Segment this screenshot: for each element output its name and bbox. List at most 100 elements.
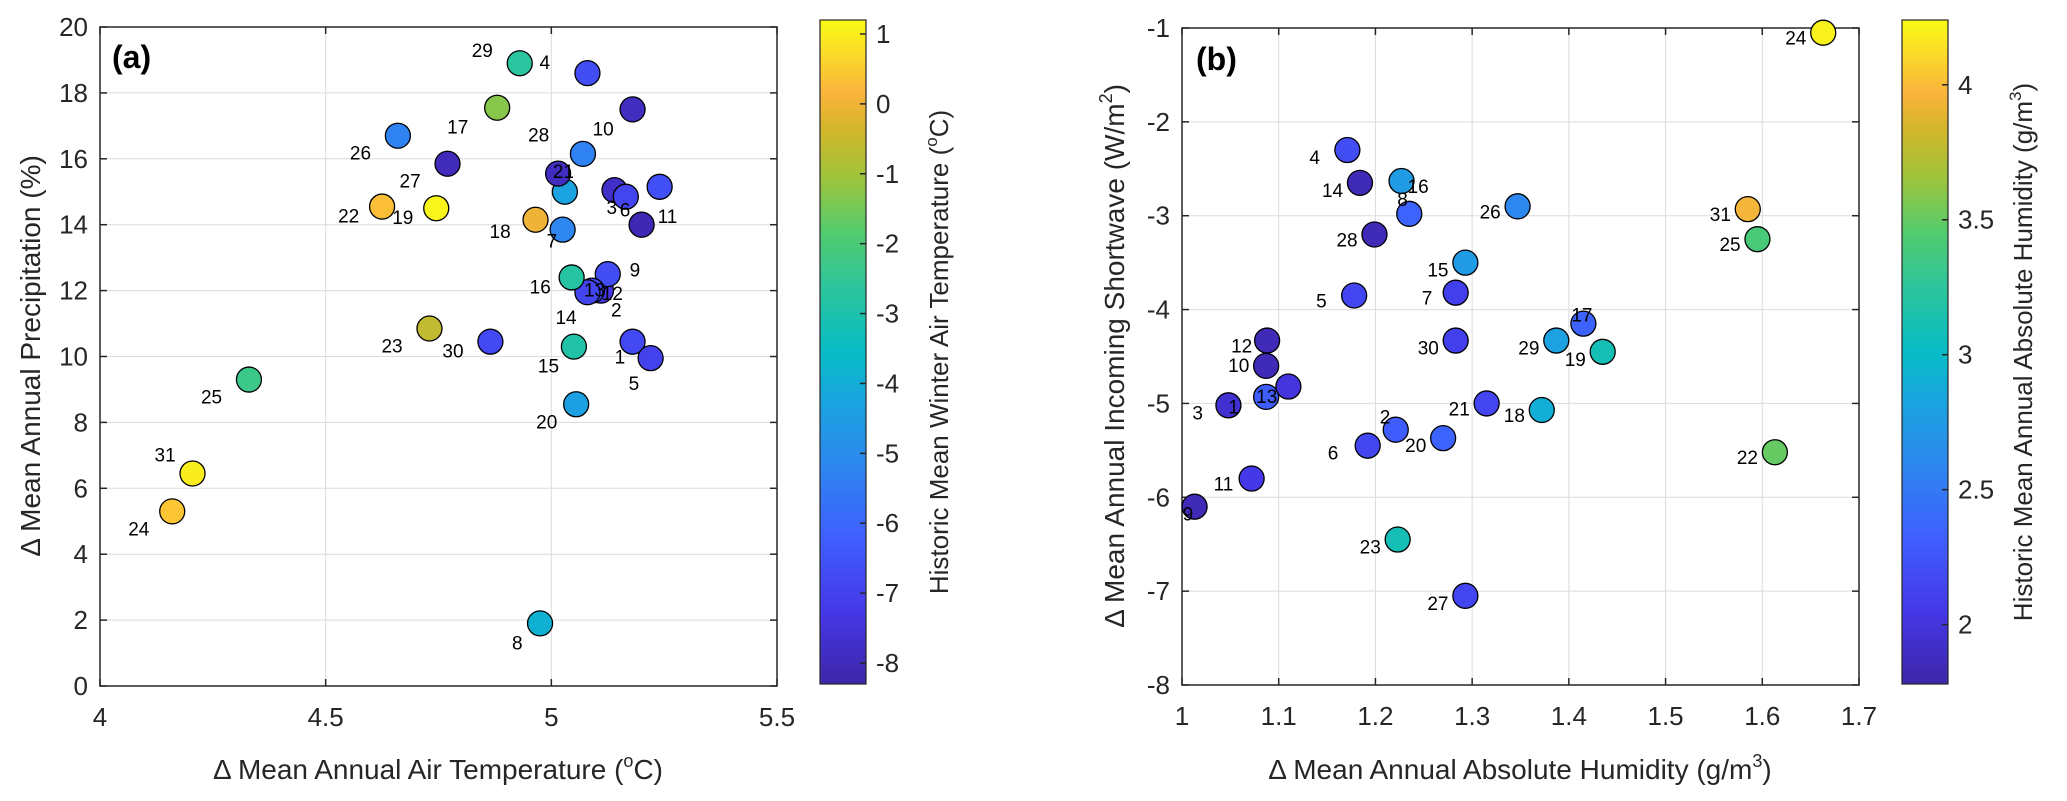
y-tick-label: 2 <box>74 605 88 635</box>
data-point <box>569 140 597 168</box>
data-point <box>1761 439 1789 466</box>
data-point <box>637 344 664 372</box>
data-point <box>1354 432 1381 459</box>
panel-b-y-tick-labels: -8 -7 -6 -5 -4 -3 -2 -1 <box>1147 13 1170 700</box>
y-tick-label: -6 <box>1147 482 1170 512</box>
point-label: 3 <box>1192 403 1203 424</box>
data-point <box>1361 221 1388 248</box>
y-tick-label: -2 <box>1147 107 1170 137</box>
point-label: 17 <box>447 118 468 139</box>
data-point <box>1543 327 1570 354</box>
point-label: 27 <box>400 172 421 193</box>
point-label: 18 <box>490 222 511 243</box>
point-label: 20 <box>1405 436 1426 457</box>
point-label: 1 <box>615 348 626 369</box>
data-point <box>1442 279 1469 306</box>
point-label: 15 <box>538 357 559 378</box>
data-point <box>594 260 621 288</box>
data-point <box>1252 383 1280 411</box>
data-point <box>646 173 673 200</box>
panel-a-y-tick-labels: 0 2 4 6 8 10 12 14 16 18 20 <box>59 12 88 701</box>
y-tick-label: 18 <box>59 78 88 108</box>
point-label: 6 <box>1328 444 1339 465</box>
panel-b-points <box>1181 19 1837 609</box>
data-point <box>1334 136 1361 164</box>
panel-a-colorbar <box>819 19 867 685</box>
point-label: 11 <box>658 207 678 228</box>
panel-a-point-labels: 1234567891011121314151617181920212223242… <box>128 41 677 654</box>
data-point <box>1452 249 1479 276</box>
point-label: 6 <box>620 201 631 222</box>
panel-b-ticks <box>1181 27 1860 686</box>
point-label: 28 <box>1336 230 1357 251</box>
data-point <box>1253 327 1281 354</box>
data-point <box>368 193 396 220</box>
data-point <box>1589 338 1616 365</box>
colorbar-tick-label: 3.5 <box>1958 205 1994 235</box>
data-point <box>1504 193 1531 220</box>
point-label: 8 <box>1397 190 1408 211</box>
x-tick-label: 4.5 <box>308 702 344 732</box>
data-point <box>549 216 576 243</box>
point-label: 31 <box>155 445 176 466</box>
point-label: 7 <box>1422 289 1433 310</box>
data-point <box>484 94 511 121</box>
data-point <box>619 328 646 355</box>
data-point <box>1442 327 1469 354</box>
point-label: 26 <box>350 144 371 165</box>
data-point <box>1388 167 1415 195</box>
data-point <box>1252 352 1280 380</box>
y-tick-label: 6 <box>74 473 88 503</box>
y-tick-label: 16 <box>59 144 88 174</box>
point-label: 25 <box>1719 235 1740 256</box>
panel-a-colorbar-title: Historic Mean Winter Air Temperature (oC… <box>922 110 954 594</box>
point-label: 2 <box>611 301 622 322</box>
point-label: 11 <box>1214 475 1234 496</box>
point-label: 4 <box>1309 148 1320 169</box>
data-point <box>1275 373 1302 400</box>
point-label: 26 <box>1480 202 1501 223</box>
panel-a-x-tick-labels: 4 4.5 5 5.5 <box>93 702 795 732</box>
data-point <box>1734 195 1761 223</box>
x-tick-label: 1.1 <box>1261 701 1297 731</box>
point-label: 10 <box>1228 356 1249 377</box>
point-label: 21 <box>1449 399 1470 420</box>
point-label: 24 <box>1785 29 1807 50</box>
panel-a-label: (a) <box>112 39 151 75</box>
x-tick-label: 4 <box>93 702 107 732</box>
data-point <box>179 460 206 487</box>
y-tick-label: 20 <box>59 12 88 42</box>
x-tick-label: 1.6 <box>1744 701 1780 731</box>
point-label: 24 <box>128 519 150 540</box>
y-tick-label: 8 <box>74 407 88 437</box>
panel-a-y-axis-title: Δ Mean Annual Precipitation (%) <box>15 155 46 557</box>
x-tick-label: 1.7 <box>1841 701 1877 731</box>
colorbar-tick-label: -2 <box>876 229 899 259</box>
point-label: 12 <box>602 284 623 305</box>
point-label: 20 <box>536 412 557 433</box>
data-point <box>235 366 263 393</box>
point-label: 17 <box>1571 306 1592 327</box>
point-label: 19 <box>392 208 413 229</box>
point-label: 28 <box>528 126 549 147</box>
point-label: 22 <box>1737 448 1758 469</box>
x-tick-label: 1.4 <box>1551 701 1587 731</box>
point-label: 21 <box>553 162 574 183</box>
x-tick-label: 1.5 <box>1647 701 1683 731</box>
data-point <box>560 333 588 360</box>
y-tick-label: 14 <box>59 210 88 240</box>
y-tick-label: -4 <box>1147 295 1170 325</box>
point-label: 31 <box>1710 205 1731 226</box>
data-point <box>159 498 186 525</box>
point-label: 3 <box>607 198 618 219</box>
data-point <box>416 315 443 342</box>
y-tick-label: 12 <box>59 276 88 306</box>
colorbar-tick-label: 0 <box>876 89 890 119</box>
point-label: 13 <box>1256 387 1277 408</box>
point-label: 29 <box>1518 339 1539 360</box>
data-point <box>1341 282 1368 309</box>
colorbar-tick-label: -8 <box>876 648 899 678</box>
point-label: 4 <box>539 53 550 74</box>
data-point <box>1396 200 1423 227</box>
